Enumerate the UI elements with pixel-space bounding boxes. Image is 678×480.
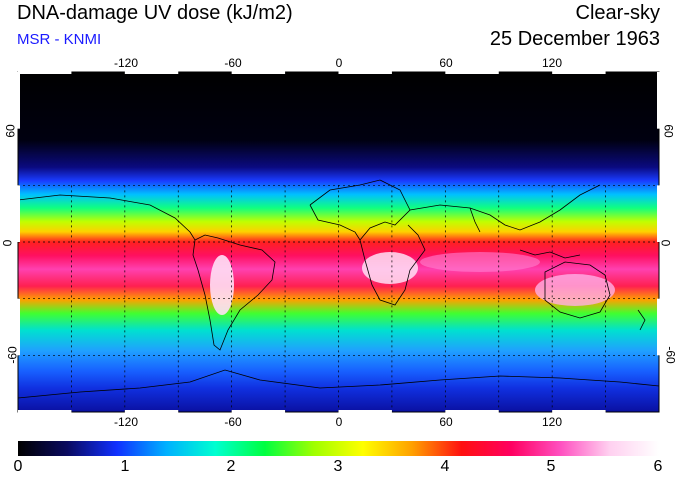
frame-bar (445, 410, 499, 414)
colorbar-label: 3 (333, 458, 343, 475)
frame-bar (231, 70, 286, 74)
colorbar-label: 6 (653, 458, 663, 475)
lon-tick-bottom: -120 (113, 415, 139, 429)
lon-tick-top: -60 (224, 56, 242, 70)
frame-bar (552, 410, 606, 414)
frame-bar (16, 298, 20, 356)
lat-tick-left: 60 (3, 124, 18, 138)
frame-bar (338, 70, 392, 74)
frame-bar (338, 410, 392, 414)
frame-bar (231, 410, 286, 414)
lon-tick-bottom: 120 (541, 415, 563, 429)
frame-bar (16, 72, 20, 129)
date-label: 25 December 1963 (489, 28, 660, 50)
sky-condition-label: Clear-sky (575, 2, 660, 24)
lon-tick-top: -120 (113, 56, 139, 70)
frame-bars (16, 70, 661, 414)
lat-tick-right: 60 (661, 124, 676, 138)
lon-tick-bottom: 0 (335, 415, 343, 429)
frame-bar (657, 72, 661, 129)
frame-bar (124, 70, 179, 74)
lon-tick-top: 60 (439, 56, 453, 70)
graticule (18, 184, 659, 412)
lon-tick-bottom: -60 (224, 415, 242, 429)
colorbar-label: 0 (13, 458, 23, 475)
colorbar-label: 1 (120, 458, 130, 475)
colorbar-label: 4 (440, 458, 450, 475)
lat-tick-right: -60 (663, 346, 678, 364)
lat-tick-left: 0 (0, 239, 15, 247)
high-dose-south-america (210, 255, 234, 315)
high-dose-indian-ocean (420, 252, 540, 272)
frame-bar (124, 410, 179, 414)
frame-bar (16, 185, 20, 242)
frame-bar (552, 70, 606, 74)
map-title: DNA-damage UV dose (kJ/m2) (17, 2, 293, 24)
frame-bar (18, 410, 72, 414)
frame-bar (657, 298, 661, 356)
lon-tick-top: 0 (335, 56, 343, 70)
colorbar-label: 5 (546, 458, 556, 475)
lat-tick-left: -60 (5, 346, 20, 364)
colorbar-label: 2 (226, 458, 236, 475)
frame-bar (445, 70, 499, 74)
high-dose-africa (362, 252, 418, 284)
colorbar (18, 441, 659, 456)
data-source-label: MSR - KNMI (17, 31, 102, 48)
lat-tick-right: 0 (658, 239, 673, 247)
lon-tick-top: 120 (541, 56, 563, 70)
coastlines (18, 179, 659, 399)
frame-bar (657, 185, 661, 242)
frame-bar (18, 70, 72, 74)
high-dose-australia (535, 274, 615, 306)
lon-tick-bottom: 60 (439, 415, 453, 429)
